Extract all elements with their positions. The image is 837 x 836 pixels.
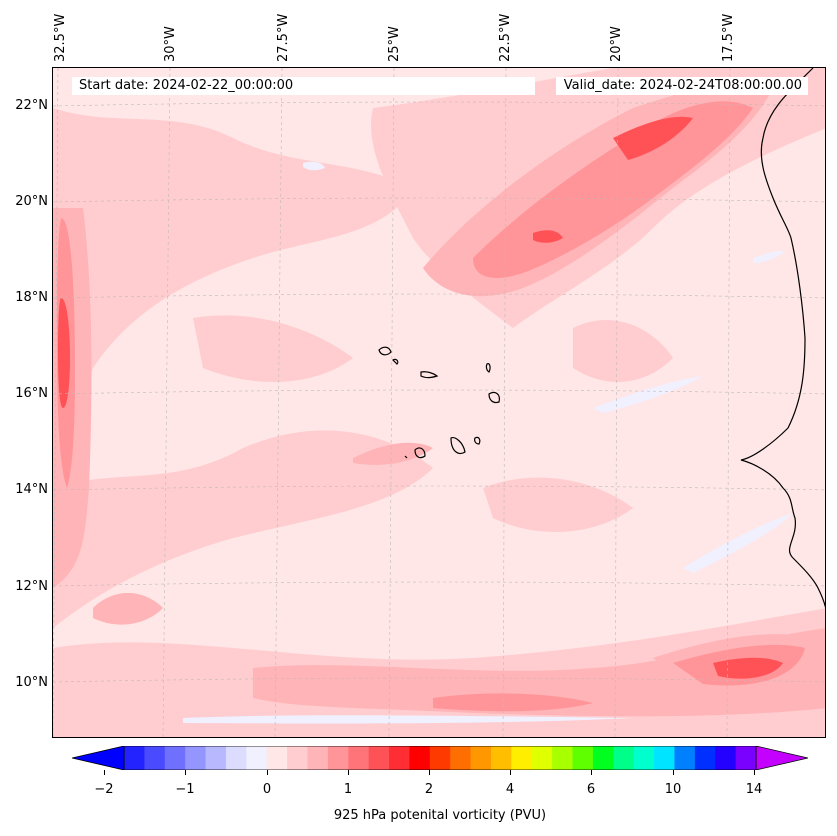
- colorbar-label: 925 hPa potenital vorticity (PVU): [333, 808, 547, 823]
- colorbar-tick-label: 2: [424, 782, 434, 797]
- colorbar-cell: [327, 746, 349, 770]
- colorbar-tick-mark: [510, 770, 511, 775]
- colorbar-tick-label: 10: [664, 782, 682, 797]
- colorbar-tick-label: 4: [505, 782, 515, 797]
- colorbar: [72, 746, 808, 770]
- lat-label: 10°N: [15, 675, 48, 690]
- colorbar-cell: [144, 746, 166, 770]
- colorbar-cell: [592, 746, 614, 770]
- colorbar-cell: [694, 746, 716, 770]
- valid-date-label: Valid_date: 2024-02-24T08:00:00.00: [555, 77, 808, 95]
- colorbar-cell: [266, 746, 288, 770]
- lat-label: 12°N: [15, 579, 48, 594]
- colorbar-tick-mark: [591, 770, 592, 775]
- cape-verde-islands: [378, 346, 500, 459]
- colorbar-cell: [613, 746, 635, 770]
- pv-field-map: [53, 68, 825, 737]
- colorbar-tick-mark: [267, 770, 268, 775]
- colorbar-cell: [450, 746, 472, 770]
- gridlines: [53, 68, 825, 737]
- map-panel[interactable]: Start date: 2024-02-22_00:00:00 Valid_da…: [52, 67, 826, 738]
- pv-contours-peak: [58, 116, 783, 679]
- colorbar-cell: [205, 746, 227, 770]
- lon-label: 22.5°W: [498, 13, 513, 62]
- colorbar-cell: [470, 746, 492, 770]
- colorbar-tick-mark: [185, 770, 186, 775]
- colorbar-cell: [307, 746, 329, 770]
- colorbar-cell: [164, 746, 186, 770]
- lat-label: 20°N: [15, 194, 48, 209]
- pv-contours-light: [53, 68, 825, 737]
- lat-label: 18°N: [15, 290, 48, 305]
- lon-label: 30°W: [163, 26, 178, 62]
- lon-label: 20°W: [609, 26, 624, 62]
- colorbar-cell: [490, 746, 512, 770]
- colorbar-cell: [674, 746, 696, 770]
- colorbar-cell: [715, 746, 737, 770]
- colorbar-cell: [654, 746, 675, 770]
- colorbar-tick-label: −2: [94, 782, 114, 797]
- colorbar-cell: [633, 746, 655, 770]
- lon-label: 27.5°W: [276, 13, 291, 62]
- coastline: [740, 68, 825, 608]
- colorbar-min-arrow: [72, 746, 125, 770]
- colorbar-cell: [368, 746, 390, 770]
- colorbar-tick-mark: [673, 770, 674, 775]
- lon-label: 32.5°W: [53, 13, 68, 62]
- colorbar-tick-mark: [104, 770, 105, 775]
- colorbar-tick-label: −1: [175, 782, 195, 797]
- colorbar-tick-label: 1: [343, 782, 353, 797]
- colorbar-tick-label: 0: [262, 782, 272, 797]
- colorbar-cell: [185, 746, 207, 770]
- colorbar-cell: [389, 746, 410, 770]
- pv-contours-negative: [183, 161, 793, 724]
- start-date-label: Start date: 2024-02-22_00:00:00: [72, 77, 535, 95]
- colorbar-cell: [531, 746, 553, 770]
- colorbar-cell: [409, 746, 431, 770]
- colorbar-tick-label: 6: [586, 782, 596, 797]
- lat-label: 22°N: [15, 98, 48, 113]
- lon-label: 17.5°W: [721, 13, 736, 62]
- colorbar-cell: [552, 746, 574, 770]
- colorbar-tick-mark: [348, 770, 349, 775]
- colorbar-cell: [287, 746, 308, 770]
- colorbar-cell: [124, 746, 145, 770]
- lat-label: 16°N: [15, 386, 48, 401]
- colorbar-max-arrow: [755, 746, 808, 770]
- lat-label: 14°N: [15, 482, 48, 497]
- colorbar-tick-mark: [429, 770, 430, 775]
- colorbar-tick-label: 14: [745, 782, 763, 797]
- colorbar-cell: [348, 746, 370, 770]
- colorbar-cell: [225, 746, 247, 770]
- colorbar-cell: [572, 746, 594, 770]
- colorbar-cell: [246, 746, 268, 770]
- colorbar-cell: [429, 746, 451, 770]
- colorbar-tick-mark: [754, 770, 755, 775]
- colorbar-cell: [511, 746, 533, 770]
- lon-label: 25°W: [387, 26, 402, 62]
- colorbar-cell: [735, 746, 757, 770]
